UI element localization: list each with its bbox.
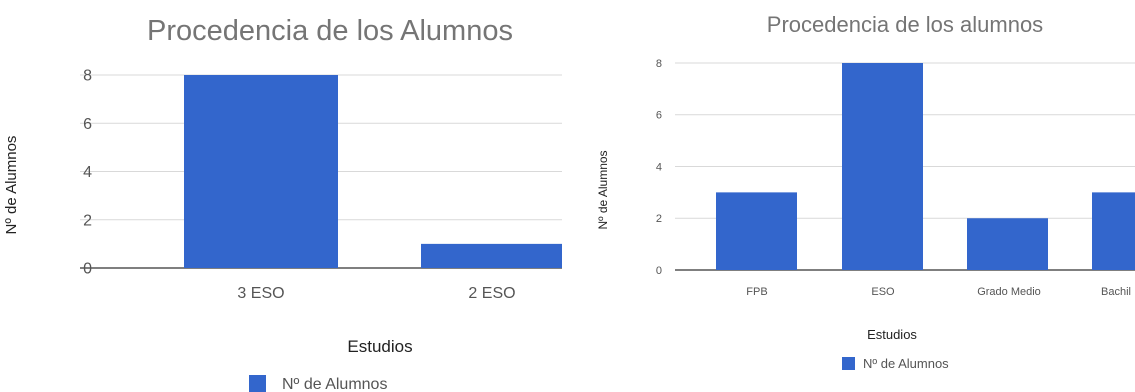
legend-swatch [249,375,266,392]
y-axis-title: Nº de Alumnos [3,136,20,235]
y-tick-label: 2 [656,213,662,225]
bar-2-eso [421,243,562,268]
legend-label: Nº de Alumnos [282,376,387,392]
x-tick-label: 2 ESO [468,285,515,302]
y-tick-label: 4 [83,164,92,181]
legend-label: Nº de Alumnos [863,356,949,371]
chart-title: Procedencia de los alumnos [767,12,1043,37]
chart-right: 0 2 4 6 8 FPB ESO Grado Medio Bachil Procedenci… [596,12,1135,371]
bars [716,63,1135,270]
bar-fpb [716,192,797,270]
y-tick-label: 8 [656,58,662,70]
y-tick-label: 6 [656,110,662,122]
legend-swatch [842,357,855,370]
x-tick-label: FPB [746,286,767,298]
x-tick-labels: FPB ESO Grado Medio Bachil [746,286,1131,298]
bar-bachil [1092,192,1135,270]
x-tick-labels: 3 ESO 2 ESO [237,285,515,302]
bar-3-eso [184,75,338,268]
chart-title: Procedencia de los Alumnos [147,15,513,47]
y-tick-label: 2 [83,212,92,229]
x-tick-label: 3 ESO [237,285,284,302]
x-tick-label: Bachil [1101,286,1131,298]
y-tick-label: 0 [656,265,662,277]
y-tick-label: 0 [83,261,92,278]
y-tick-labels: 0 2 4 6 8 [83,68,92,278]
y-tick-label: 4 [656,161,662,173]
y-tick-label: 6 [83,116,92,133]
x-tick-label: Grado Medio [977,286,1041,298]
bars [184,75,562,268]
y-axis-title: Nº de Alumnos [596,150,610,229]
x-axis-title: Estudios [867,327,917,342]
chart-left: 0 2 4 6 8 3 ESO 2 ESO Procedencia de los Alum… [3,15,562,392]
y-tick-label: 8 [83,68,92,85]
y-tick-labels: 0 2 4 6 8 [656,58,662,277]
bar-grado-medio [967,218,1048,270]
bar-eso [842,63,923,270]
x-axis-title: Estudios [347,337,412,356]
x-tick-label: ESO [871,286,895,298]
